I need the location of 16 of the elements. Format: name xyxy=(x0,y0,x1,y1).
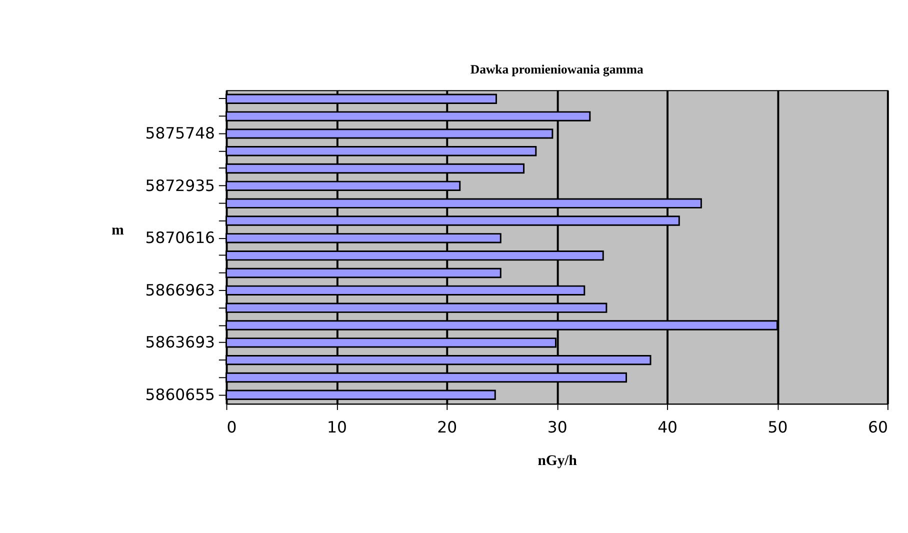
y-tick-label: 5863693 xyxy=(145,332,215,352)
chart-title: Dawka promieniowania gamma xyxy=(470,62,644,77)
y-axis-title: m xyxy=(112,222,124,239)
y-tick-label: 5866963 xyxy=(145,280,215,300)
y-tick-label: 5860655 xyxy=(145,384,215,404)
y-tick-label: 5872935 xyxy=(145,176,215,195)
y-tick-label: 5870616 xyxy=(145,228,215,248)
x-tick-label: 60 xyxy=(868,417,888,436)
x-tick-label: 30 xyxy=(547,417,568,436)
x-tick-label: 20 xyxy=(437,417,458,436)
x-tick-label: 10 xyxy=(326,417,347,436)
x-tick-label: 0 xyxy=(226,417,237,436)
x-tick-label: 40 xyxy=(658,417,678,436)
y-tick-label: 5875748 xyxy=(145,124,215,143)
x-tick-label: 50 xyxy=(768,417,788,436)
x-axis-title: nGy/h xyxy=(538,452,577,469)
